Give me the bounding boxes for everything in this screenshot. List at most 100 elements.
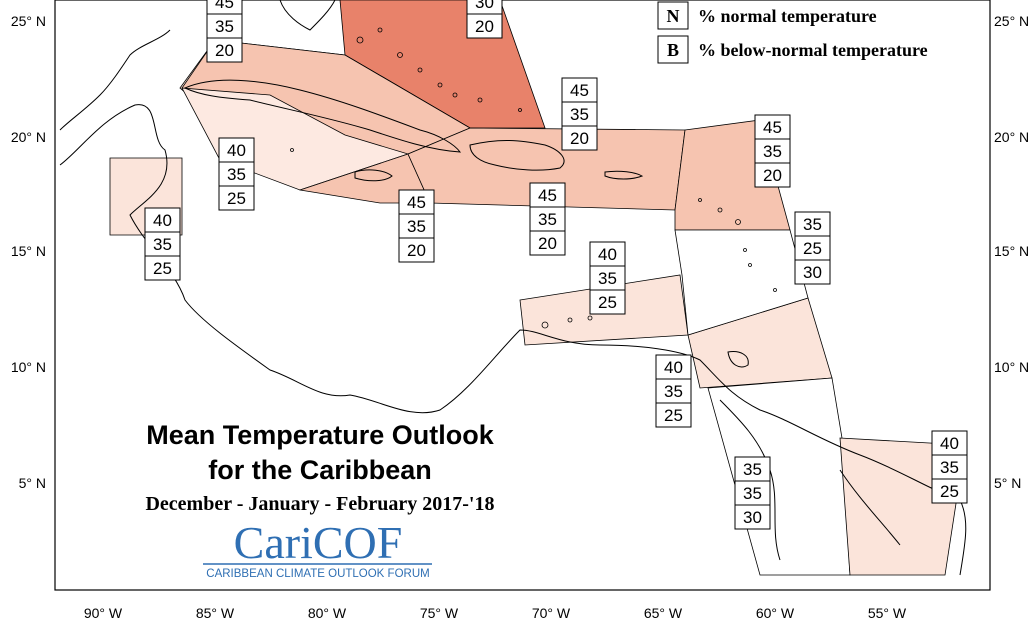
legend-key-box (657, 35, 689, 64)
coastline-trinidad (727, 351, 749, 368)
coastline-central-america (59, 104, 967, 576)
probability-box-abc-islands: 40 35 25 (589, 241, 626, 315)
probability-value: 30 (743, 508, 762, 527)
probability-value: 35 (940, 458, 959, 477)
region-guyana (707, 377, 851, 576)
probability-cell (734, 480, 771, 506)
probability-value: 35 (407, 217, 426, 236)
probability-cell (754, 162, 791, 188)
probability-value: 35 (215, 17, 234, 36)
y-tick-label: 25° N (994, 13, 1029, 29)
probability-value: 35 (664, 382, 683, 401)
legend-label: % below-normal temperature (698, 40, 928, 60)
probability-value: 25 (227, 189, 246, 208)
x-tick-label: 65° W (644, 605, 683, 621)
x-axis: 90° W 85° W 80° W 75° W 70° W 65° W 60° … (84, 605, 907, 621)
y-tick-label: 5° N (19, 475, 46, 491)
probability-value: 30 (803, 263, 822, 282)
x-tick-label: 90° W (84, 605, 123, 621)
probability-value: 25 (803, 239, 822, 258)
probability-cell (144, 231, 181, 257)
probability-cell (589, 265, 626, 291)
probability-value: 20 (538, 234, 557, 253)
probability-box-jamaica: 45 35 20 (398, 189, 435, 263)
x-tick-label: 75° W (420, 605, 459, 621)
y-axis-left: 25° N 20° N 15° N 10° N 5° N (11, 13, 46, 491)
probability-value: 40 (227, 141, 246, 160)
y-tick-label: 20° N (994, 129, 1029, 145)
probability-value: 20 (570, 129, 589, 148)
legend-key: N (667, 6, 680, 26)
caricof-logo: CariCOF CARIBBEAN CLIMATE OUTLOOK FORUM (203, 517, 432, 580)
coastline-mexico (59, 29, 171, 131)
legend-key: B (667, 40, 679, 60)
probability-box-cuba: 40 35 25 (218, 137, 255, 211)
probability-cell (931, 430, 968, 456)
x-tick-label: 70° W (532, 605, 571, 621)
probability-box-windward-islands: 35 25 30 (794, 211, 831, 285)
probability-cell (561, 101, 598, 127)
probability-box-french-guiana: 40 35 25 (931, 430, 968, 504)
probability-value: 20 (763, 166, 782, 185)
probability-value: 45 (215, 0, 234, 12)
x-tick-label: 85° W (196, 605, 235, 621)
probability-cell (206, 37, 243, 63)
coastline-cuba (183, 79, 462, 153)
probability-boxes: 4535203020403525403525453520453520453520… (144, 0, 968, 530)
probability-box-bahamas: 45 35 20 (206, 0, 243, 63)
probability-cell (655, 354, 692, 380)
probability-value: 45 (407, 193, 426, 212)
probability-value: 25 (940, 482, 959, 501)
probability-value: 20 (407, 241, 426, 260)
probability-cell (466, 13, 503, 39)
probability-cell (931, 478, 968, 504)
probability-cell (734, 504, 771, 530)
probability-box-trinidad: 40 35 25 (655, 354, 692, 428)
title-line2: for the Caribbean (208, 455, 432, 485)
probability-value: 45 (538, 186, 557, 205)
probability-cell (754, 138, 791, 164)
y-tick-label: 5° N (994, 475, 1021, 491)
x-tick-label: 60° W (756, 605, 795, 621)
map-frame (54, 0, 991, 591)
probability-cell (144, 255, 181, 281)
probability-cell (931, 454, 968, 480)
probability-cell (206, 13, 243, 39)
probability-cell (218, 185, 255, 211)
outlook-regions (109, 0, 966, 576)
probability-value: 35 (227, 165, 246, 184)
probability-value: 40 (664, 358, 683, 377)
probability-value: 25 (153, 259, 172, 278)
probability-value: 35 (153, 235, 172, 254)
probability-value: 20 (475, 17, 494, 36)
y-tick-label: 10° N (11, 359, 46, 375)
coastline-puerto-rico (604, 170, 644, 180)
islands (290, 27, 777, 329)
probability-value: 45 (570, 81, 589, 100)
y-tick-label: 15° N (994, 243, 1029, 259)
logo-wordmark: CariCOF (234, 517, 403, 568)
coastline-florida (279, 0, 336, 31)
legend: N % normal temperature B % below-normal … (657, 1, 928, 64)
probability-value: 25 (598, 293, 617, 312)
probability-value: 40 (940, 434, 959, 453)
probability-value: 30 (475, 0, 494, 12)
y-tick-label: 10° N (994, 359, 1029, 375)
coastlines (59, 0, 967, 576)
y-tick-label: 25° N (11, 13, 46, 29)
probability-cell (794, 211, 831, 237)
x-tick-label: 55° W (868, 605, 907, 621)
probability-box-leeward-islands: 45 35 20 (754, 114, 791, 188)
y-tick-label: 15° N (11, 243, 46, 259)
probability-value: 35 (743, 484, 762, 503)
probability-value: 45 (763, 118, 782, 137)
probability-cell (398, 237, 435, 263)
probability-value: 35 (803, 215, 822, 234)
probability-cell (754, 114, 791, 140)
probability-cell (529, 230, 566, 256)
probability-value: 25 (664, 406, 683, 425)
probability-value: 40 (153, 211, 172, 230)
probability-value: 35 (538, 210, 557, 229)
